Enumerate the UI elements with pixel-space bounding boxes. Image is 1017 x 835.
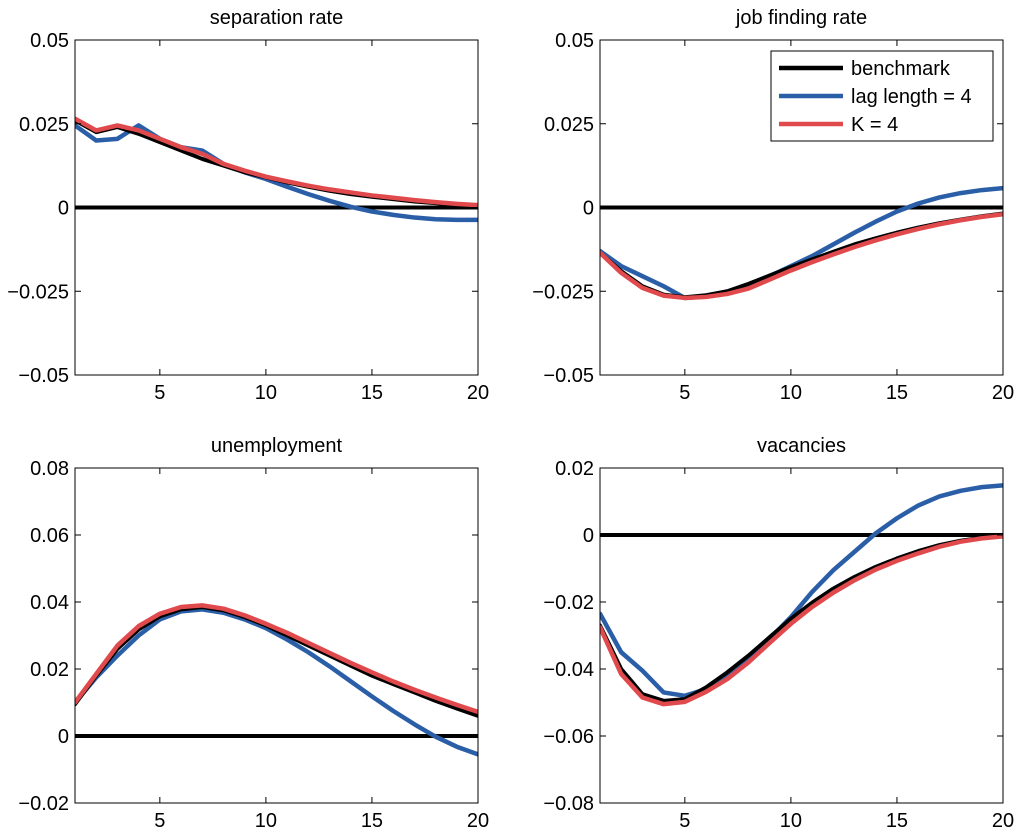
x-tick-label: 20	[992, 382, 1014, 404]
panel-title: unemployment	[211, 435, 343, 457]
panel-title: separation rate	[210, 7, 343, 29]
y-tick-label: −0.05	[18, 365, 69, 387]
y-tick-label: −0.02	[543, 592, 594, 614]
y-tick-label: 0.08	[30, 458, 69, 480]
y-tick-label: −0.04	[543, 659, 594, 681]
y-tick-label: 0.025	[544, 114, 594, 136]
y-tick-label: 0.06	[30, 525, 69, 547]
series-line-lag-length-4	[75, 123, 478, 223]
series-line-lag-length-4	[75, 607, 478, 757]
y-tick-label: 0.02	[555, 458, 594, 480]
x-tick-label: 5	[154, 810, 165, 832]
y-tick-label: 0.05	[555, 30, 594, 52]
series-line-lag-length-4	[600, 185, 1003, 301]
x-tick-label: 20	[992, 810, 1014, 832]
x-tick-label: 15	[361, 810, 383, 832]
x-tick-label: 15	[361, 382, 383, 404]
x-tick-label: 10	[780, 382, 802, 404]
x-tick-label: 5	[154, 382, 165, 404]
y-tick-label: 0.04	[30, 592, 69, 614]
x-tick-label: 10	[780, 810, 802, 832]
panel-job-finding-rate: job finding rate −0.05 −0.025 0 0.025 0.05 5 10…	[532, 7, 1014, 404]
series-line-lag-length-4	[600, 483, 1003, 699]
series-line-benchmark	[75, 605, 478, 718]
panel-separation-rate: separation rate −0.05 −0.025 0 0.025 0.05 5 10 1…	[7, 7, 489, 404]
series-line-k-4	[600, 211, 1003, 301]
y-tick-label: −0.05	[543, 365, 594, 387]
series-line-benchmark	[75, 118, 478, 208]
y-tick-label: 0.02	[30, 659, 69, 681]
y-tick-label: 0.025	[19, 114, 69, 136]
panel-title: vacancies	[757, 435, 846, 457]
series-line-k-4	[600, 534, 1003, 707]
legend-label-k-4: K = 4	[851, 114, 898, 136]
y-tick-label: 0	[58, 726, 69, 748]
series-line-k-4	[75, 116, 478, 208]
x-tick-label: 15	[886, 382, 908, 404]
panel-unemployment: unemployment −0.02 0 0.02 0.04 0.06 0.08 5 10 15 2…	[18, 435, 489, 832]
y-tick-label: −0.06	[543, 726, 594, 748]
plot-frame	[599, 467, 1004, 804]
panel-vacancies: vacancies −0.08 −0.06 −0.04 −0.02 0 0.02 5 10 15 2…	[543, 435, 1014, 832]
y-tick-label: 0.05	[30, 30, 69, 52]
y-tick-label: −0.025	[532, 281, 594, 303]
x-tick-label: 20	[467, 382, 489, 404]
legend-label-benchmark: benchmark	[851, 58, 951, 80]
x-tick-label: 20	[467, 810, 489, 832]
y-tick-label: 0	[583, 525, 594, 547]
x-tick-label: 10	[255, 810, 277, 832]
x-tick-label: 5	[679, 382, 690, 404]
series-line-benchmark	[600, 534, 1003, 703]
plot-frame	[74, 467, 479, 804]
y-tick-label: −0.025	[7, 281, 69, 303]
legend-label-lag-length-4: lag length = 4	[851, 86, 972, 108]
y-tick-label: −0.08	[543, 793, 594, 815]
x-tick-label: 10	[255, 382, 277, 404]
panel-title: job finding rate	[735, 7, 867, 29]
y-tick-label: −0.02	[18, 793, 69, 815]
legend: benchmark lag length = 4 K = 4	[770, 50, 994, 142]
x-tick-label: 5	[679, 810, 690, 832]
y-tick-label: 0	[583, 198, 594, 220]
y-tick-label: 0	[58, 198, 69, 220]
x-tick-label: 15	[886, 810, 908, 832]
series-line-k-4	[75, 603, 478, 715]
